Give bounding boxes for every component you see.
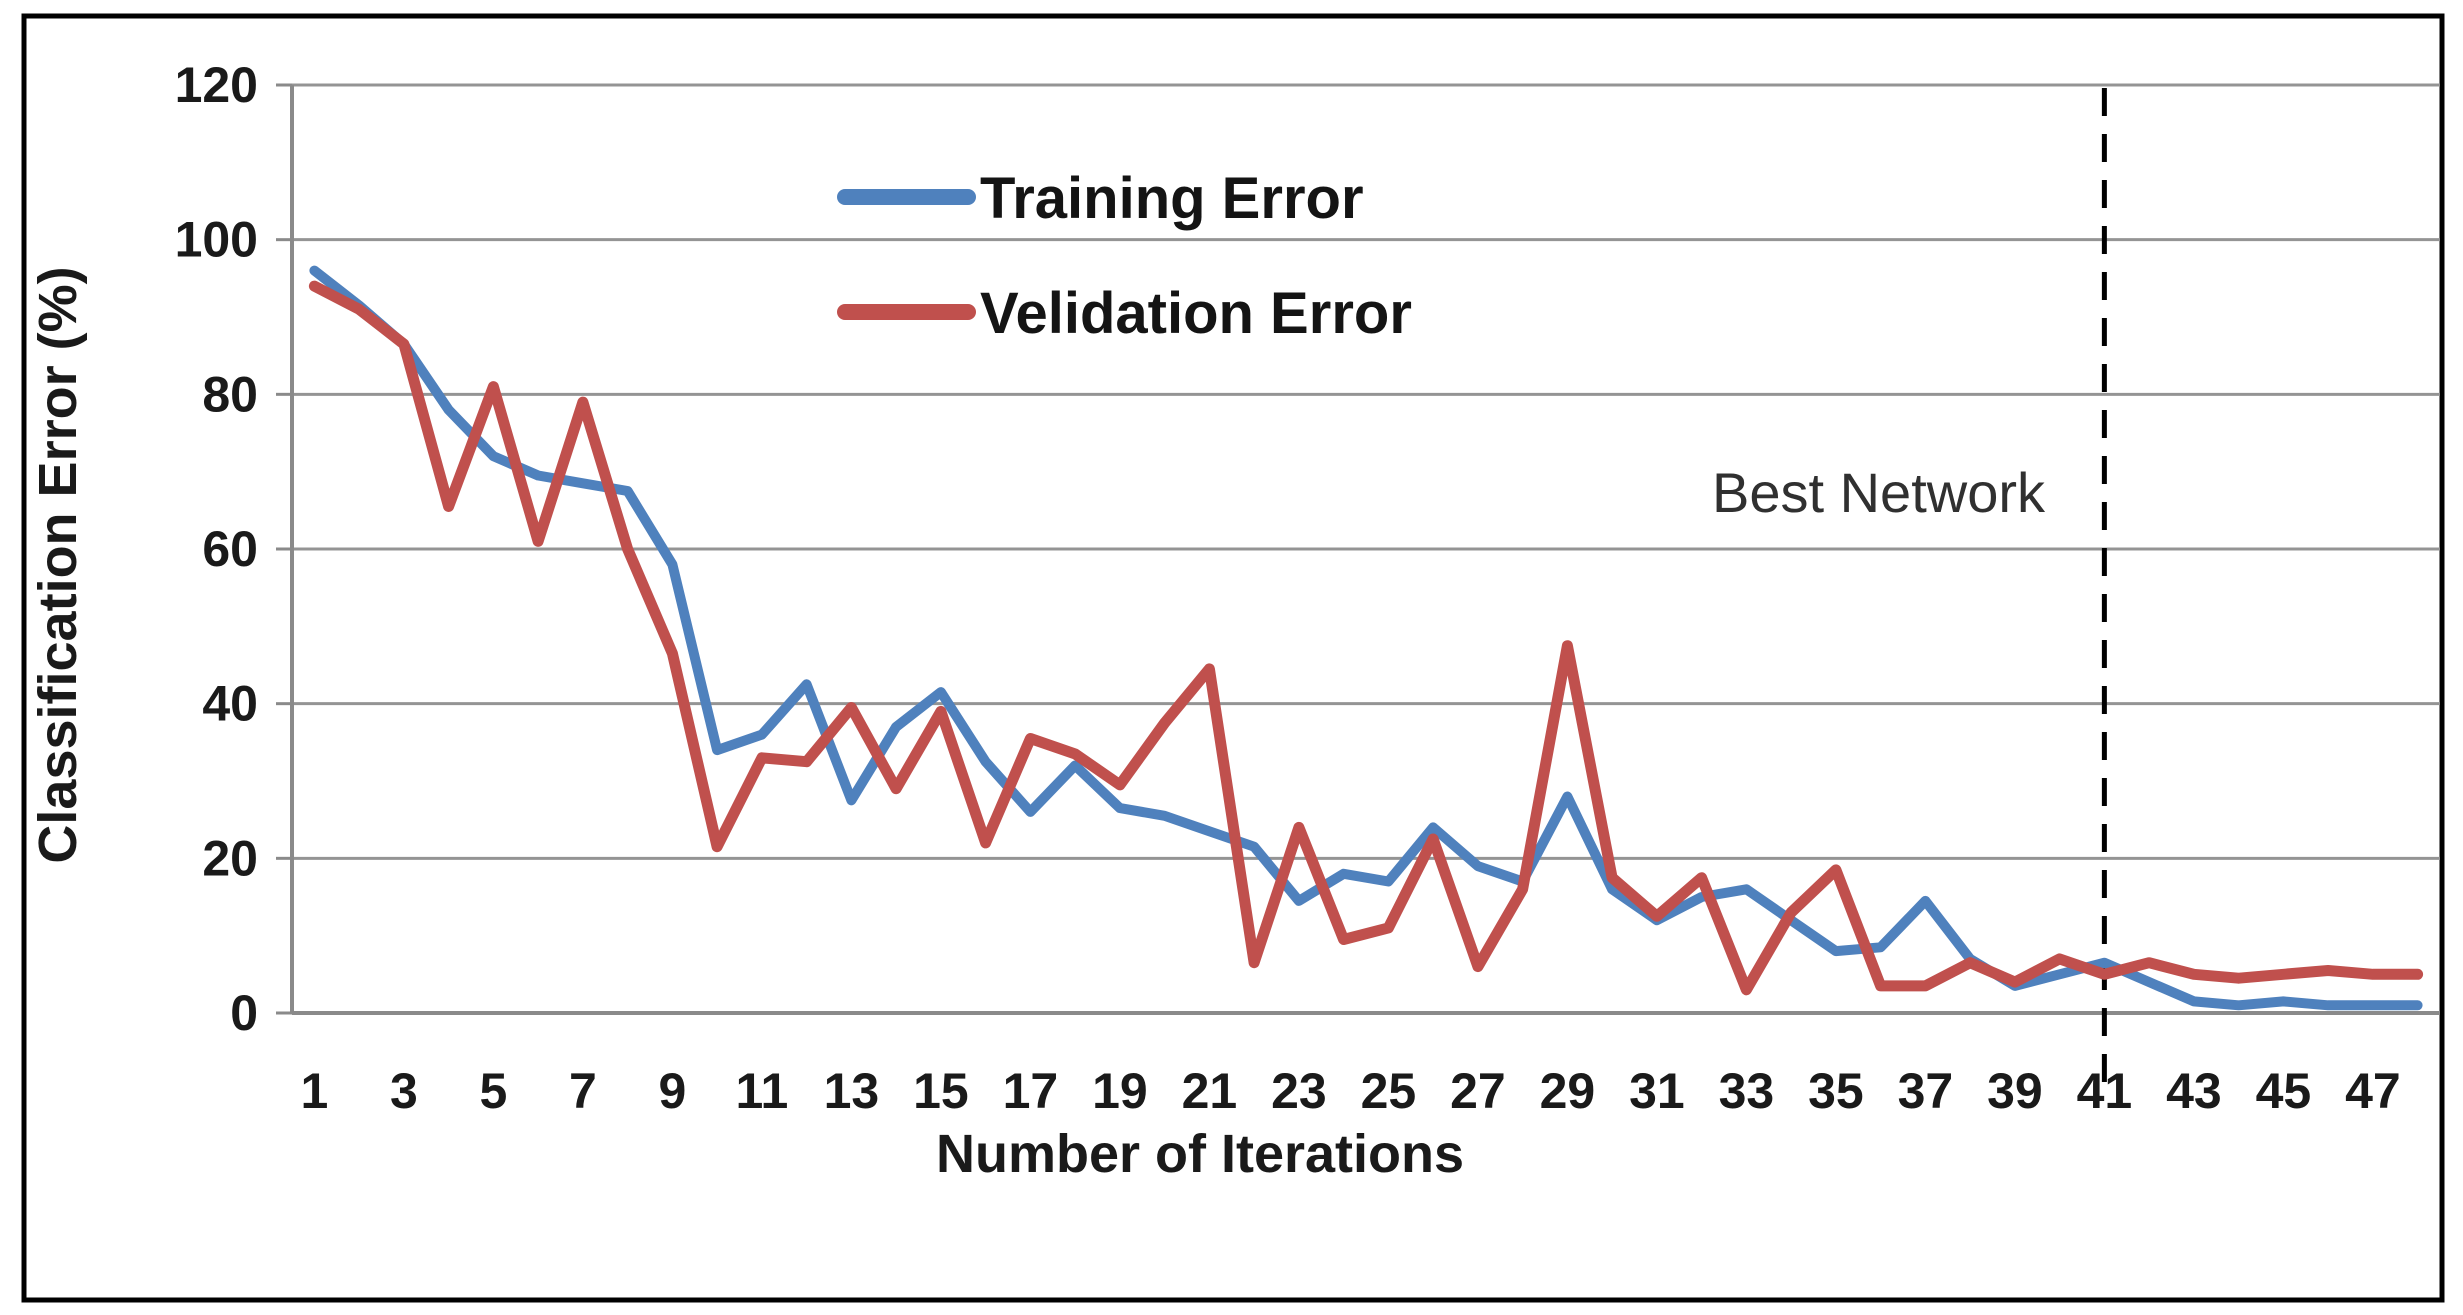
x-tick-label-21: 21: [1182, 1063, 1238, 1119]
x-tick-label-47: 47: [2345, 1063, 2401, 1119]
x-tick-labels: 1 3 5 7 9 11 13 15 17 19 21 23 25 27 29 31 33 35 37 39 41 43 4…: [300, 1063, 2400, 1119]
y-tick-label-120: 120: [175, 57, 258, 113]
y-tick-labels: 0 20 40 60 80 100 120: [175, 57, 258, 1041]
validation-error-line: [308, 280, 2424, 996]
y-tick-label-60: 60: [202, 521, 258, 577]
x-tick-label-11: 11: [735, 1063, 788, 1119]
y-tick-label-40: 40: [202, 676, 258, 732]
x-tick-label-37: 37: [1898, 1063, 1954, 1119]
legend-label-validation: Velidation Error: [980, 281, 1412, 346]
x-tick-label-31: 31: [1629, 1063, 1685, 1119]
x-tick-label-15: 15: [913, 1063, 969, 1119]
training-error-line: [309, 265, 2423, 1011]
x-tick-label-45: 45: [2256, 1063, 2312, 1119]
y-tick-label-80: 80: [202, 366, 258, 422]
legend-label-training: Training Error: [980, 166, 1364, 231]
x-tick-label-3: 3: [390, 1063, 418, 1119]
x-axis-title: Number of Iterations: [936, 1124, 1464, 1184]
x-tick-label-23: 23: [1271, 1063, 1327, 1119]
y-axis-title: Classification Error (%): [28, 266, 88, 863]
x-tick-label-35: 35: [1808, 1063, 1864, 1119]
legend: Training Error Velidation Error: [837, 166, 1412, 346]
x-tick-label-5: 5: [479, 1063, 507, 1119]
gridlines: [292, 83, 2440, 1015]
y-tick-label-100: 100: [175, 212, 258, 268]
best-network-annotation: Best Network: [1712, 461, 2046, 524]
x-tick-label-13: 13: [824, 1063, 880, 1119]
y-axis: [276, 83, 294, 1015]
x-tick-label-25: 25: [1361, 1063, 1417, 1119]
x-tick-label-9: 9: [658, 1063, 686, 1119]
x-tick-label-7: 7: [569, 1063, 597, 1119]
x-tick-label-27: 27: [1450, 1063, 1506, 1119]
chart-frame: [21, 13, 2445, 1303]
y-tick-label-0: 0: [230, 985, 258, 1041]
y-tick-label-20: 20: [202, 830, 258, 886]
x-tick-label-29: 29: [1540, 1063, 1596, 1119]
x-tick-label-39: 39: [1987, 1063, 2043, 1119]
x-tick-label-43: 43: [2166, 1063, 2222, 1119]
x-tick-label-19: 19: [1092, 1063, 1148, 1119]
x-tick-label-33: 33: [1719, 1063, 1775, 1119]
x-tick-label-41: 41: [2077, 1063, 2133, 1119]
x-tick-label-1: 1: [300, 1063, 328, 1119]
x-tick-label-17: 17: [1003, 1063, 1059, 1119]
